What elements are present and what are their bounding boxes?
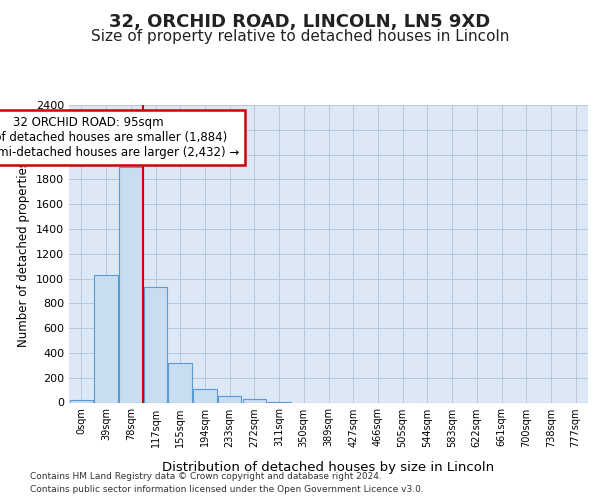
Text: Contains HM Land Registry data © Crown copyright and database right 2024.: Contains HM Land Registry data © Crown c… [30, 472, 382, 481]
Bar [218, 396, 241, 402]
X-axis label: Distribution of detached houses by size in Lincoln: Distribution of detached houses by size … [163, 461, 494, 474]
Y-axis label: Number of detached properties: Number of detached properties [17, 161, 31, 347]
Bar [169, 363, 192, 403]
Text: Size of property relative to detached houses in Lincoln: Size of property relative to detached ho… [91, 28, 509, 44]
Text: 32 ORCHID ROAD: 95sqm
← 43% of detached houses are smaller (1,884)
56% of semi-d: 32 ORCHID ROAD: 95sqm ← 43% of detached … [0, 116, 239, 159]
Bar [242, 399, 266, 402]
Bar [119, 167, 143, 402]
Bar [193, 390, 217, 402]
Text: 32, ORCHID ROAD, LINCOLN, LN5 9XD: 32, ORCHID ROAD, LINCOLN, LN5 9XD [109, 12, 491, 30]
Text: Contains public sector information licensed under the Open Government Licence v3: Contains public sector information licen… [30, 485, 424, 494]
Bar [70, 400, 93, 402]
Bar [144, 287, 167, 403]
Bar [94, 276, 118, 402]
